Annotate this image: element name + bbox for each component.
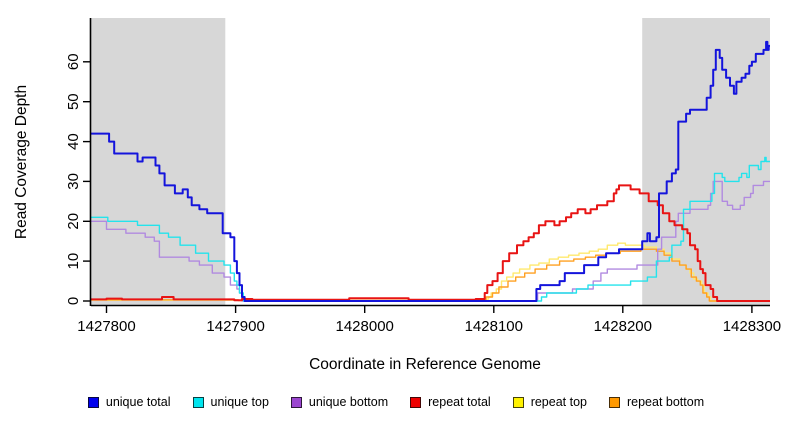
y-axis: 0 10 20 30 40 50 60 <box>65 18 92 306</box>
series-line-repeat-total <box>91 184 770 302</box>
x-tick-label: 1427800 <box>77 318 135 335</box>
legend-item-unique-total: unique total <box>87 395 171 409</box>
legend-swatch-unique-total <box>87 396 99 408</box>
legend-item-unique-bottom: unique bottom <box>290 395 389 409</box>
legend-label: unique top <box>210 395 269 409</box>
x-tick-label: 1428300 <box>723 318 781 335</box>
y-tick-label: 10 <box>65 253 82 270</box>
series-line-unique-bottom <box>91 180 770 302</box>
legend-label: repeat total <box>428 395 491 409</box>
legend-item-repeat-total: repeat total <box>410 396 491 409</box>
y-tick-label: 40 <box>65 133 82 150</box>
x-tick-label: 1428200 <box>594 318 652 335</box>
y-axis-title: Read Coverage Depth <box>13 84 30 240</box>
x-tick-label: 1428100 <box>465 318 523 335</box>
x-tick-label: 1428000 <box>335 318 393 335</box>
legend-swatch-repeat-total <box>410 396 422 408</box>
y-tick-label: 50 <box>65 93 82 110</box>
x-tick-label: 1427900 <box>206 318 264 335</box>
series-line-repeat-bottom <box>91 248 770 302</box>
shaded-region-0 <box>91 18 226 305</box>
series-line-unique-total <box>91 40 770 302</box>
legend-item-repeat-top: repeat top <box>512 395 587 409</box>
legend-item-repeat-bottom: repeat bottom <box>608 395 705 409</box>
x-axis: 1427800 1427900 1428000 1428100 1428200 14283… <box>77 304 781 335</box>
legend-label: repeat top <box>530 395 587 409</box>
shaded-region-1 <box>642 18 770 305</box>
legend-swatch-unique-top <box>192 396 204 408</box>
shaded-regions <box>91 18 770 305</box>
y-tick-label: 0 <box>65 297 82 305</box>
series-lines <box>91 40 770 302</box>
legend-label: unique total <box>105 395 171 409</box>
y-tick-label: 60 <box>65 53 82 70</box>
legend-item-unique-top: unique top <box>192 395 269 409</box>
legend-label: repeat bottom <box>626 395 705 409</box>
y-tick-label: 30 <box>65 173 82 190</box>
x-axis-title: Coordinate in Reference Genome <box>309 356 541 373</box>
series-line-unique-top <box>91 156 770 302</box>
y-tick-label: 20 <box>65 213 82 230</box>
legend-swatch-unique-bottom <box>290 396 302 408</box>
legend: unique total unique top unique bottom repea… <box>0 396 792 409</box>
legend-swatch-repeat-bottom <box>608 396 620 408</box>
legend-swatch-repeat-top <box>512 396 524 408</box>
legend-label: unique bottom <box>308 395 389 409</box>
